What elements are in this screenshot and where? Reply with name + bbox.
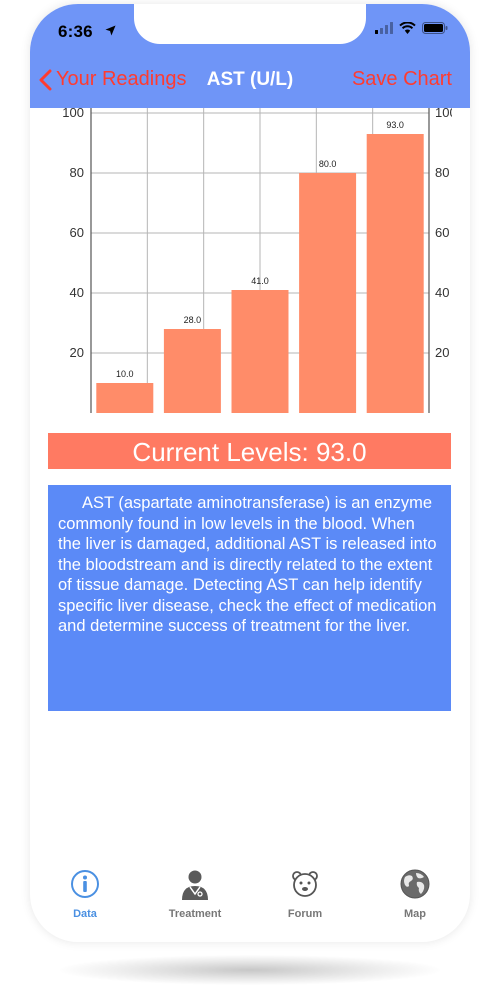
device-floor-shadow: [60, 955, 440, 985]
ast-info-text: AST (aspartate aminotransferase) is an e…: [48, 485, 451, 711]
y-tick-label-left: 100: [62, 108, 84, 120]
tab-forum-label: Forum: [287, 908, 323, 920]
status-time: 6:36: [58, 22, 93, 41]
tab-treatment[interactable]: Treatment: [145, 852, 245, 932]
wifi-icon: [399, 22, 416, 34]
y-tick-label-left: 80: [70, 165, 84, 180]
chart-bar: [299, 173, 357, 413]
chart-bar: [96, 383, 154, 413]
tab-data[interactable]: Data: [35, 852, 135, 932]
y-tick-label-left: 40: [70, 285, 84, 300]
save-chart-button[interactable]: Save Chart: [351, 68, 452, 90]
bar-value-label: 10.0: [116, 369, 134, 379]
y-tick-label-right: 100: [435, 108, 452, 120]
y-tick-label-left: 20: [70, 345, 84, 360]
info-icon: [71, 870, 99, 898]
chart-bar: [231, 290, 289, 413]
bar-value-label: 80.0: [319, 159, 337, 169]
tab-bar: Data Treatment: [30, 852, 470, 932]
chart-bar: [163, 329, 221, 413]
phone-screen: 6:36: [30, 4, 470, 942]
tab-map-label: Map: [404, 908, 426, 920]
battery-icon: [422, 22, 448, 34]
tab-map[interactable]: Map: [365, 852, 465, 932]
device-notch: [134, 4, 366, 44]
location-arrow-icon: [105, 25, 116, 36]
cellular-signal-icon: [375, 22, 393, 34]
bar-value-label: 28.0: [184, 315, 202, 325]
tab-treatment-label: Treatment: [168, 908, 222, 920]
y-tick-label-left: 60: [70, 225, 84, 240]
y-tick-label-right: 80: [435, 165, 449, 180]
globe-icon: [400, 869, 430, 899]
y-tick-label-right: 40: [435, 285, 449, 300]
doctor-icon: [182, 870, 208, 900]
chart-bar: [366, 134, 424, 413]
back-button-label: Your Readings: [56, 68, 187, 90]
bear-icon: [292, 871, 318, 897]
bar-value-label: 93.0: [386, 120, 404, 130]
current-levels-banner: Current Levels: 93.0: [48, 433, 451, 469]
ast-bar-chart: 20 20 40 40 60 60 80 80 100 100 10.0 28.0 41.0 80.0 93…: [62, 108, 452, 413]
tab-forum[interactable]: Forum: [255, 852, 355, 932]
back-button[interactable]: Your Readings: [38, 68, 186, 91]
y-tick-label-right: 20: [435, 345, 449, 360]
tab-data-label: Data: [73, 908, 97, 920]
chevron-left-icon: [39, 69, 52, 90]
status-indicators: [375, 22, 448, 34]
bar-value-label: 41.0: [251, 276, 269, 286]
y-tick-label-right: 60: [435, 225, 449, 240]
navigation-bar: 6:36: [30, 4, 470, 108]
page-title: AST (U/L): [206, 69, 294, 90]
